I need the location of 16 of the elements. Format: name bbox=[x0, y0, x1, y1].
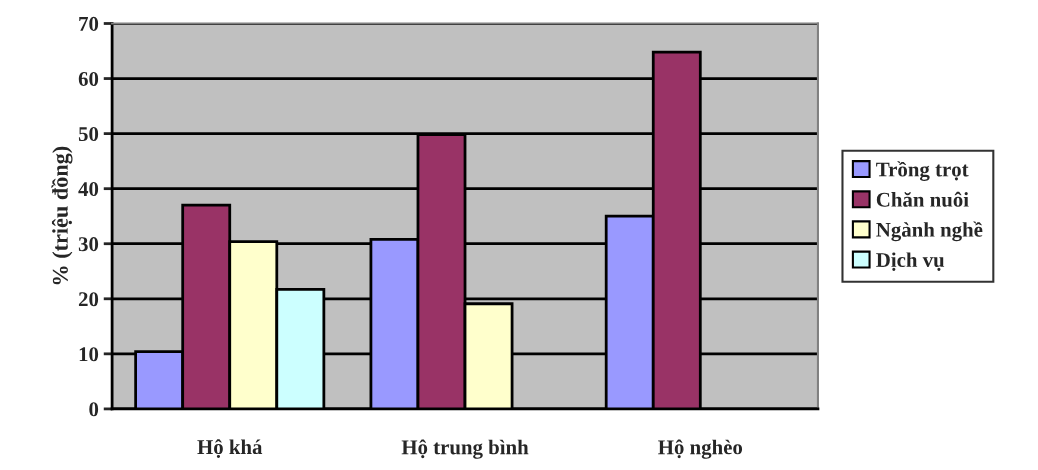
legend-label: Trồng trọt bbox=[876, 161, 969, 181]
legend-label: Dịch vụ bbox=[876, 252, 945, 271]
y-tick-label: 10 bbox=[79, 347, 99, 362]
y-tick-label: 70 bbox=[79, 16, 99, 31]
legend-label: Ngành nghề bbox=[876, 221, 983, 242]
y-tick-label: 40 bbox=[78, 182, 99, 197]
y-tick-label: 20 bbox=[78, 292, 99, 307]
x-tick-label: Hộ nghèo bbox=[658, 439, 743, 459]
x-tick-label: Hộ khá bbox=[197, 439, 263, 458]
y-tick-label: 0 bbox=[89, 402, 99, 417]
y-tick-label: 30 bbox=[78, 237, 99, 252]
y-tick-label: 60 bbox=[78, 71, 99, 86]
x-tick-label: Hộ trung bình bbox=[401, 439, 529, 459]
y-tick-label: 50 bbox=[78, 126, 99, 142]
legend-label: Chăn nuôi bbox=[876, 191, 969, 207]
y-axis-title: % (triệu đồng) bbox=[51, 146, 73, 285]
